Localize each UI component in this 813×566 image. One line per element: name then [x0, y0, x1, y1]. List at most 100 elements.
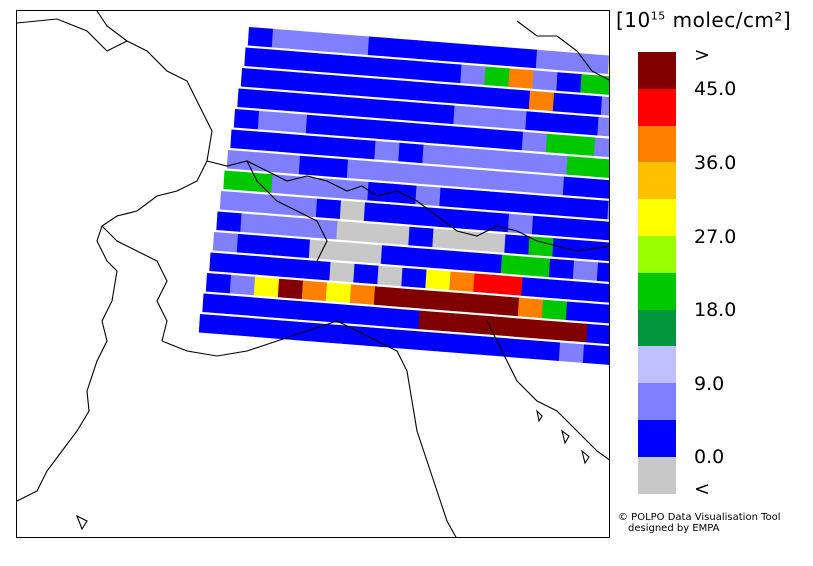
scan-pixel — [576, 94, 603, 115]
scan-pixel — [549, 113, 576, 134]
scan-pixel — [257, 110, 284, 132]
scan-pixel — [394, 308, 421, 330]
scan-pixel — [469, 293, 496, 315]
scan-pixel — [298, 301, 325, 322]
scan-pixel — [226, 295, 253, 316]
scan-pixel — [254, 131, 281, 152]
scan-pixel — [233, 109, 260, 130]
scan-pixel — [548, 258, 575, 279]
scan-pixel — [425, 124, 452, 145]
scan-pixel — [535, 195, 562, 216]
scan-pixel — [367, 36, 394, 57]
scan-pixel — [408, 81, 435, 102]
credit-line-1: © POLPO Data Visualisation Tool — [618, 512, 781, 523]
colorbar-swatch — [638, 52, 676, 89]
scan-pixel — [229, 274, 256, 296]
scan-pixel — [394, 163, 421, 184]
scan-pixel — [401, 267, 428, 289]
scan-pixel — [579, 219, 606, 240]
scan-pixel — [453, 105, 480, 126]
scan-pixel — [336, 75, 363, 96]
scan-pixel — [517, 297, 544, 319]
scan-pixel — [319, 178, 346, 199]
scan-pixel — [274, 299, 301, 320]
scan-pixel — [593, 282, 609, 303]
scan-pixel — [247, 27, 274, 48]
scan-pixel — [607, 55, 609, 75]
scan-pixel — [442, 167, 469, 188]
scan-pixel — [521, 277, 548, 298]
scan-pixel — [288, 71, 315, 93]
scan-pixel — [462, 334, 489, 356]
scan-pixel — [487, 46, 514, 67]
colorbar-swatch — [638, 272, 676, 310]
scan-pixel — [346, 304, 373, 326]
scan-pixel — [363, 202, 390, 223]
scan-pixel — [312, 73, 339, 95]
scan-pixel — [230, 129, 257, 150]
scan-pixel — [493, 295, 520, 317]
scan-pixel — [593, 137, 609, 158]
scan-pixel — [264, 69, 291, 91]
scan-pixel — [318, 323, 345, 344]
scan-pixel — [425, 269, 452, 290]
colorbar-swatch — [638, 419, 676, 457]
scan-pixel — [373, 286, 400, 307]
scan-pixel — [607, 200, 609, 220]
scan-pixel — [288, 217, 315, 238]
scan-pixel — [504, 234, 531, 255]
scan-pixel — [508, 68, 535, 89]
scan-pixel — [597, 117, 609, 137]
scan-pixel — [456, 85, 483, 106]
scan-pixel — [459, 210, 486, 231]
scan-pixel — [319, 32, 346, 54]
scan-pixel — [237, 88, 264, 109]
scan-pixel — [428, 249, 455, 270]
colorbar-swatch — [638, 346, 676, 384]
scan-pixel — [294, 321, 321, 342]
scan-pixel — [452, 251, 479, 272]
scan-pixel — [261, 90, 288, 111]
scan-pixel — [412, 60, 439, 82]
scan-pixel — [436, 62, 463, 84]
scan-pixel — [243, 192, 270, 214]
scan-pixel — [552, 92, 579, 114]
scan-pixel — [277, 278, 304, 300]
scan-pixel — [432, 228, 459, 249]
colorbar-swatch — [638, 309, 676, 347]
scan-pixel — [528, 236, 555, 257]
scan-pixel — [466, 314, 493, 335]
scan-pixel — [596, 262, 609, 282]
scan-pixel — [545, 279, 572, 300]
scan-pixel — [555, 217, 582, 238]
scan-pixel — [445, 292, 472, 313]
scan-pixel — [600, 96, 609, 116]
scan-pixel — [356, 243, 383, 264]
scan-pixel — [270, 319, 297, 341]
scan-pixel — [377, 265, 404, 287]
scan-pixel — [466, 169, 493, 190]
colorbar-swatch — [638, 88, 676, 126]
colorbar — [638, 52, 676, 494]
scan-pixel — [298, 155, 325, 177]
scan-pixel — [364, 57, 391, 78]
scan-pixel — [233, 254, 260, 275]
scan-pixel — [476, 252, 503, 274]
scan-pixel — [542, 154, 569, 175]
scan-pixel — [470, 148, 497, 169]
scan-pixel — [285, 92, 312, 113]
colorbar-label: 18.0 — [694, 299, 737, 321]
scan-pixel — [353, 263, 380, 285]
scan-pixel — [583, 53, 609, 74]
scan-pixel — [281, 112, 308, 134]
scan-pixel — [401, 122, 428, 143]
scan-pixel — [247, 172, 274, 193]
scan-pixel — [216, 211, 243, 232]
scan-pixel — [329, 116, 356, 137]
scan-pixel — [268, 49, 295, 70]
colorbar-label: 9.0 — [694, 373, 725, 395]
scan-pixel — [565, 301, 592, 322]
scan-pixel — [535, 49, 562, 71]
scan-pixel — [271, 174, 298, 195]
scan-pixel — [473, 128, 500, 149]
